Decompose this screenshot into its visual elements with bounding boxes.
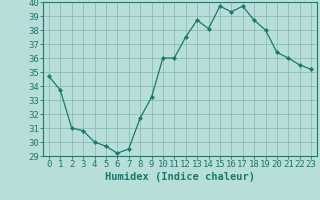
X-axis label: Humidex (Indice chaleur): Humidex (Indice chaleur): [105, 172, 255, 182]
